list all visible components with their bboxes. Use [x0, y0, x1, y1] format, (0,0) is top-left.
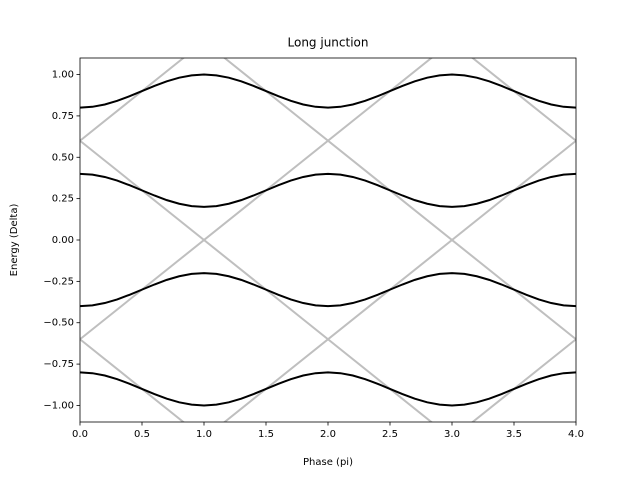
y-tick-label: −1.00	[43, 400, 74, 411]
y-axis-label: Energy (Delta)	[9, 204, 20, 277]
plot-area	[80, 58, 576, 422]
line-series	[80, 338, 185, 422]
x-tick-label: 1.5	[258, 429, 274, 440]
y-tick-label: 0.00	[52, 235, 74, 246]
x-tick-label: 4.0	[568, 429, 584, 440]
x-tick-label: 3.5	[506, 429, 522, 440]
axes-frame	[79, 57, 577, 423]
x-tick-label: 2.5	[382, 429, 398, 440]
line-series	[80, 73, 576, 109]
x-tick-label: 3.0	[444, 429, 460, 440]
line-series	[80, 272, 576, 308]
y-tick-label: −0.75	[43, 359, 74, 370]
x-tick-label: 1.0	[196, 429, 212, 440]
x-axis-label: Phase (pi)	[303, 457, 353, 468]
y-tick-label: −0.50	[43, 318, 74, 329]
y-tick-label: 0.50	[52, 152, 74, 163]
line-series	[80, 58, 185, 142]
x-tick-label: 2.0	[320, 429, 336, 440]
line-series	[80, 172, 576, 208]
chart-title: Long junction	[288, 36, 369, 50]
y-tick-label: 1.00	[52, 70, 74, 81]
x-tick-label: 0.5	[134, 429, 150, 440]
line-series	[223, 58, 576, 341]
line-series	[80, 371, 576, 407]
y-tick-label: 0.25	[52, 194, 74, 205]
line-series	[80, 58, 433, 341]
y-tick-label: −0.25	[43, 276, 74, 287]
y-tick-label: 0.75	[52, 111, 74, 122]
x-tick-label: 0.0	[72, 429, 88, 440]
line-series	[471, 58, 576, 142]
line-series	[471, 338, 576, 422]
line-series	[80, 139, 433, 422]
